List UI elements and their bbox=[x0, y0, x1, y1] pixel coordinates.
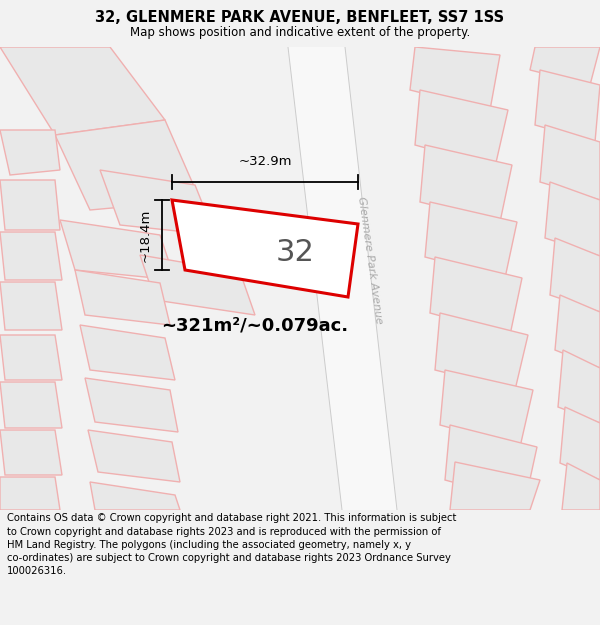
Polygon shape bbox=[100, 170, 215, 235]
Polygon shape bbox=[0, 47, 165, 135]
Text: ~32.9m: ~32.9m bbox=[238, 155, 292, 168]
Polygon shape bbox=[420, 145, 512, 222]
Polygon shape bbox=[558, 350, 600, 423]
Polygon shape bbox=[435, 313, 528, 390]
Polygon shape bbox=[75, 270, 170, 325]
Polygon shape bbox=[90, 482, 180, 510]
Polygon shape bbox=[0, 335, 62, 380]
Polygon shape bbox=[80, 325, 175, 380]
Polygon shape bbox=[288, 47, 397, 510]
Polygon shape bbox=[550, 238, 600, 312]
Polygon shape bbox=[530, 47, 600, 85]
Polygon shape bbox=[85, 378, 178, 432]
Polygon shape bbox=[560, 407, 600, 480]
Polygon shape bbox=[425, 202, 517, 278]
Polygon shape bbox=[540, 125, 600, 200]
Polygon shape bbox=[0, 477, 60, 510]
Polygon shape bbox=[55, 120, 200, 210]
Polygon shape bbox=[140, 255, 255, 315]
Polygon shape bbox=[0, 180, 60, 230]
Polygon shape bbox=[555, 295, 600, 368]
Polygon shape bbox=[562, 463, 600, 510]
Polygon shape bbox=[430, 257, 522, 335]
Polygon shape bbox=[450, 462, 540, 510]
Polygon shape bbox=[410, 47, 500, 110]
Polygon shape bbox=[0, 382, 62, 428]
Text: Contains OS data © Crown copyright and database right 2021. This information is : Contains OS data © Crown copyright and d… bbox=[7, 514, 457, 576]
Polygon shape bbox=[440, 370, 533, 447]
Polygon shape bbox=[88, 430, 180, 482]
Text: ~321m²/~0.079ac.: ~321m²/~0.079ac. bbox=[161, 316, 349, 334]
Text: Map shows position and indicative extent of the property.: Map shows position and indicative extent… bbox=[130, 26, 470, 39]
Polygon shape bbox=[172, 200, 358, 297]
Polygon shape bbox=[545, 182, 600, 256]
Text: 32: 32 bbox=[275, 238, 314, 266]
Polygon shape bbox=[445, 425, 537, 502]
Polygon shape bbox=[415, 90, 508, 167]
Polygon shape bbox=[535, 70, 600, 142]
Polygon shape bbox=[0, 232, 62, 280]
Polygon shape bbox=[0, 130, 60, 175]
Text: Glenmere Park Avenue: Glenmere Park Avenue bbox=[356, 196, 384, 324]
Polygon shape bbox=[0, 430, 62, 475]
Text: 32, GLENMERE PARK AVENUE, BENFLEET, SS7 1SS: 32, GLENMERE PARK AVENUE, BENFLEET, SS7 … bbox=[95, 11, 505, 26]
Text: ~18.4m: ~18.4m bbox=[139, 208, 152, 262]
Polygon shape bbox=[60, 220, 175, 280]
Polygon shape bbox=[0, 282, 62, 330]
